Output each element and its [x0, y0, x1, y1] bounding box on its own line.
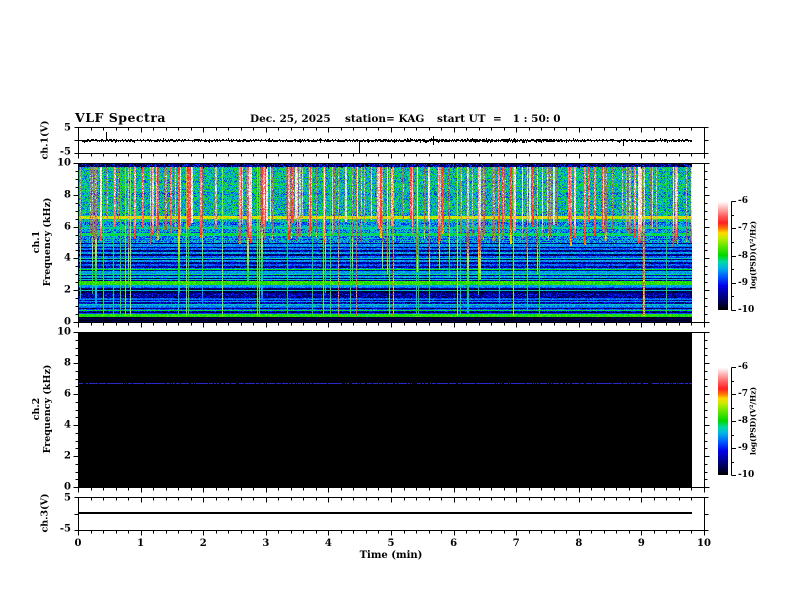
volt-tick-label: 5 — [64, 492, 71, 504]
time-tick-label: 10 — [697, 538, 711, 549]
colorbar-2-gradient — [718, 367, 728, 475]
freq-tick-label: 10 — [57, 157, 71, 169]
colorbar-tick-label: -7 — [738, 223, 748, 234]
freq-tick-label: 2 — [64, 450, 71, 462]
colorbar-tick-label: -8 — [738, 250, 748, 261]
ch1-voltage-waveform-canvas — [78, 127, 692, 153]
colorbar-tick-label: -7 — [738, 389, 748, 399]
volt-tick-label: 5 — [64, 122, 71, 134]
freq-tick-label: 8 — [64, 357, 71, 369]
ch1-frequency-axis-label: ch.1 Frequency (kHz) — [31, 197, 54, 287]
time-tick-label: 6 — [450, 538, 458, 549]
freq-tick-label: 8 — [64, 189, 71, 201]
freq-tick-label: 10 — [57, 326, 71, 338]
ch1-label-line2: Frequency (kHz) — [42, 197, 53, 287]
time-tick-label: 0 — [74, 538, 82, 549]
freq-tick-label: 6 — [64, 388, 71, 400]
time-axis-label: Time (min) — [359, 550, 423, 561]
ch2-spectrogram-canvas — [78, 332, 692, 487]
time-tick-label: 9 — [637, 538, 645, 549]
time-tick-label: 3 — [262, 538, 270, 549]
time-tick-label: 2 — [199, 538, 207, 549]
ch3-voltage-trace — [78, 512, 692, 514]
ch2-frequency-axis-label: ch.2 Frequency (kHz) — [31, 364, 54, 454]
colorbar-tick-label: -10 — [738, 470, 755, 480]
colorbar-2-label: log(PSD)(V²/Hz) — [748, 386, 758, 456]
colorbar-tick-label: -8 — [738, 416, 748, 426]
freq-tick-label: 4 — [64, 252, 71, 264]
colorbar-tick-label: -6 — [738, 196, 748, 206]
ch1-voltage-axis-label: ch.1(V) — [39, 120, 51, 160]
volt-tick-label: -5 — [59, 523, 71, 535]
colorbar-axis — [731, 201, 736, 476]
colorbar-tick-label: -10 — [738, 305, 755, 315]
ch1-spectrogram-canvas — [78, 163, 692, 322]
volt-tick-label: -5 — [59, 146, 71, 158]
colorbar-tick-label: -9 — [738, 443, 748, 453]
ch2-label-line2: Frequency (kHz) — [42, 364, 53, 454]
time-tick-label: 8 — [575, 538, 583, 549]
colorbar-1-gradient — [718, 201, 728, 310]
colorbar-tick-label: -6 — [738, 362, 748, 372]
freq-tick-label: 2 — [64, 284, 71, 296]
plot-date: Dec. 25, 2025 — [250, 113, 331, 125]
plot-station: station= KAG — [345, 113, 425, 125]
freq-tick-label: 6 — [64, 221, 71, 233]
freq-tick-label: 0 — [64, 316, 71, 328]
time-tick-label: 7 — [512, 538, 520, 549]
colorbar-tick-label: -9 — [738, 277, 748, 288]
freq-tick-label: 4 — [64, 419, 71, 431]
time-tick-label: 4 — [324, 538, 332, 549]
time-tick-label: 1 — [137, 538, 145, 549]
colorbar-1-label: log(PSD)(V²/Hz) — [748, 220, 758, 290]
time-tick-label: 5 — [387, 538, 395, 549]
ch3-voltage-axis-label: ch.3(V) — [39, 493, 51, 533]
plot-title: VLF Spectra — [75, 110, 167, 125]
freq-tick-label: 0 — [64, 481, 71, 493]
plot-start-ut: start UT = 1 : 50: 0 — [437, 113, 561, 125]
